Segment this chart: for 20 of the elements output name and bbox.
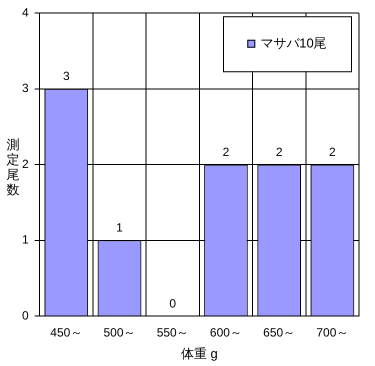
y-tick-label: 0	[22, 308, 29, 322]
data-label: 2	[329, 144, 336, 159]
y-tick-label: 1	[22, 232, 29, 247]
x-tick-label: 700～	[316, 326, 348, 340]
data-label: 2	[276, 144, 283, 159]
x-tick-label: 500～	[103, 326, 136, 340]
data-label: 3	[62, 69, 70, 84]
data-label: 0	[169, 296, 176, 310]
data-label: 2	[222, 144, 230, 159]
x-axis-title: 体重 g	[180, 346, 218, 361]
x-tick-label: 450～	[50, 326, 82, 340]
y-tick-label: 2	[22, 156, 29, 171]
data-label: 1	[116, 220, 124, 235]
legend-label: マサバ10尾	[260, 35, 327, 50]
y-tick-label: 4	[22, 6, 29, 20]
x-tick-label: 550～	[156, 326, 189, 340]
x-tick-label: 600～	[210, 326, 242, 340]
y-axis-title: 測定尾数	[6, 137, 20, 198]
y-tick-label: 3	[22, 81, 29, 96]
x-tick-label: 650～	[263, 326, 296, 340]
